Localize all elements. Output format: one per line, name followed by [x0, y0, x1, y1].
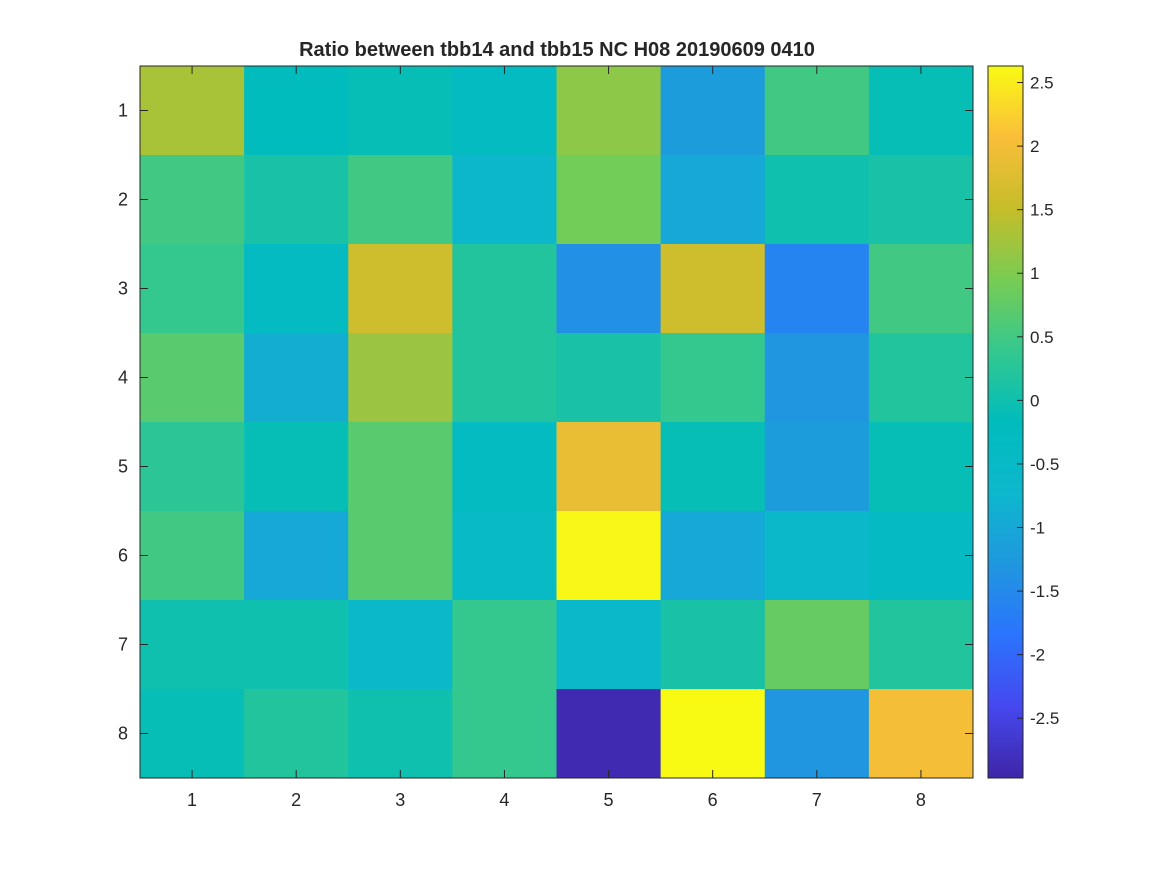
heatmap-cell [764, 333, 870, 423]
heatmap-cell [348, 689, 453, 779]
heatmap-cell [140, 66, 245, 156]
heatmap-cell [764, 155, 870, 245]
heatmap-cell [452, 689, 557, 779]
heatmap-cell [140, 155, 245, 245]
heatmap-cell [244, 155, 349, 245]
colorbar-tick-label: -1 [1030, 519, 1045, 538]
heatmap-cell [764, 422, 870, 512]
heatmap-cell [660, 689, 766, 779]
heatmap-cell [348, 600, 453, 690]
heatmap-cell [556, 511, 662, 601]
heatmap-cells [140, 66, 974, 779]
heatmap-cell [660, 155, 766, 245]
heatmap-cell [452, 600, 557, 690]
colorbar-tick-label: 1.5 [1030, 201, 1054, 220]
colorbar-tick-label: -2.5 [1030, 709, 1059, 728]
heatmap-cell [244, 689, 349, 779]
x-tick-label: 1 [187, 790, 197, 810]
colorbar: 2.5 2 1.5 1 0.5 0 -0.5 -1 -1.5 -2 -2.5 [987, 65, 1059, 779]
heatmap-cell [452, 333, 557, 423]
heatmap-cell [140, 600, 245, 690]
y-tick-label: 4 [118, 368, 128, 388]
plot-frame [139, 65, 974, 779]
heatmap-cell [868, 422, 974, 512]
colorbar-gradient [987, 65, 1024, 779]
x-tick-label: 4 [499, 790, 509, 810]
heatmap-cell [764, 66, 870, 156]
colorbar-tick-label: -0.5 [1030, 455, 1059, 474]
heatmap-cell [556, 244, 662, 334]
heatmap-cell [868, 244, 974, 334]
heatmap-cell [140, 244, 245, 334]
heatmap-cell [868, 600, 974, 690]
x-tick-label: 7 [812, 790, 822, 810]
heatmap-cell [660, 600, 766, 690]
heatmap-cell [660, 422, 766, 512]
colorbar-tick-label: 2.5 [1030, 74, 1054, 93]
heatmap-cell [868, 333, 974, 423]
heatmap-cell [868, 511, 974, 601]
y-tick-label: 7 [118, 635, 128, 655]
x-tick-label: 2 [291, 790, 301, 810]
heatmap-cell [244, 600, 349, 690]
heatmap-cell [348, 422, 453, 512]
heatmap-cell [764, 600, 870, 690]
heatmap-cell [452, 244, 557, 334]
x-tick-label: 8 [916, 790, 926, 810]
chart-title: Ratio between tbb14 and tbb15 NC H08 201… [299, 39, 815, 61]
heatmap-cell [452, 155, 557, 245]
heatmap-cell [244, 511, 349, 601]
heatmap-cell [868, 155, 974, 245]
colorbar-tick-label: 0.5 [1030, 328, 1054, 347]
heatmap-cell [452, 66, 557, 156]
heatmap-cell [556, 333, 662, 423]
heatmap-cell [660, 333, 766, 423]
y-tick-label: 1 [118, 101, 128, 121]
heatmap-cell [140, 422, 245, 512]
y-tick-label: 6 [118, 546, 128, 566]
y-tick-label: 2 [118, 190, 128, 210]
heatmap-cell [556, 66, 662, 156]
heatmap-cell [452, 511, 557, 601]
colorbar-tick-label: 0 [1030, 391, 1039, 410]
heatmap-cell [556, 422, 662, 512]
heatmap-cell [140, 511, 245, 601]
heatmap-cell [244, 422, 349, 512]
heatmap-cell [660, 66, 766, 156]
heatmap-cell [868, 66, 974, 156]
heatmap-cell [244, 66, 349, 156]
heatmap-cell [348, 511, 453, 601]
heatmap-cell [348, 66, 453, 156]
heatmap-cell [556, 155, 662, 245]
x-tick-label: 5 [604, 790, 614, 810]
heatmap-cell [868, 689, 974, 779]
x-tick-label: 6 [708, 790, 718, 810]
heatmap-cell [348, 155, 453, 245]
heatmap-cell [556, 600, 662, 690]
heatmap-cell [452, 422, 557, 512]
y-tick-label: 8 [118, 724, 128, 744]
heatmap-cell [764, 244, 870, 334]
heatmap-cell [140, 333, 245, 423]
y-tick-label: 3 [118, 279, 128, 299]
y-tick-label: 5 [118, 457, 128, 477]
heatmap-cell [244, 244, 349, 334]
heatmap-cell [660, 244, 766, 334]
heatmap-cell [348, 244, 453, 334]
axis-ticks: 1 2 3 4 5 6 7 8 1 2 3 4 5 6 7 8 [118, 66, 973, 810]
heatmap-cell [764, 511, 870, 601]
colorbar-tick-label: -2 [1030, 646, 1045, 665]
x-tick-label: 3 [395, 790, 405, 810]
heatmap-cell [660, 511, 766, 601]
heatmap-cell [556, 689, 662, 779]
heatmap-cell [348, 333, 453, 423]
heatmap-cell [140, 689, 245, 779]
heatmap-cell [244, 333, 349, 423]
colorbar-tick-label: 2 [1030, 137, 1039, 156]
heatmap-cell [764, 689, 870, 779]
colorbar-tick-label: -1.5 [1030, 582, 1059, 601]
colorbar-tick-label: 1 [1030, 264, 1039, 283]
